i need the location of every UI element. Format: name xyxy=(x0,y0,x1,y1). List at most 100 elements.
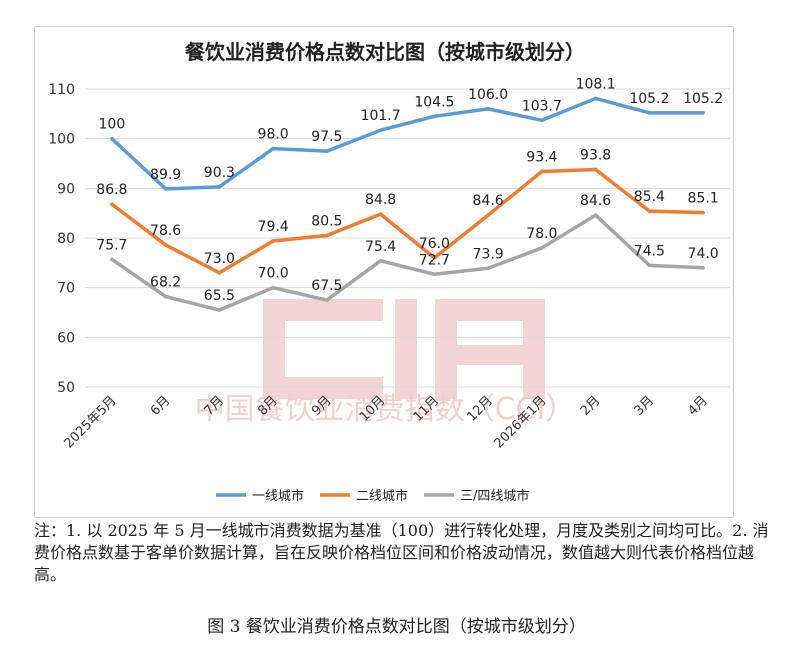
data-point xyxy=(325,298,329,302)
data-label: 90.3 xyxy=(204,165,235,181)
data-label: 108.1 xyxy=(576,76,616,92)
y-tick-label: 50 xyxy=(57,380,75,396)
data-point xyxy=(540,246,544,250)
series-line-1 xyxy=(110,96,704,191)
chart-frame: 中国餐饮业消费指数（CCI） 50 60 70 80 90 100 110 2025年5月 6… xyxy=(34,26,734,518)
data-label: 98.0 xyxy=(258,127,289,143)
data-point xyxy=(110,202,114,207)
data-point xyxy=(271,285,275,290)
data-label: 105.2 xyxy=(629,91,669,107)
line-chart: 中国餐饮业消费指数（CCI） 50 60 70 80 90 100 110 2025年5月 6… xyxy=(48,40,730,504)
data-label: 74.0 xyxy=(688,246,719,262)
data-point xyxy=(593,213,598,217)
data-point xyxy=(217,185,222,189)
data-label: 93.4 xyxy=(526,149,557,165)
data-label: 68.2 xyxy=(150,275,181,291)
data-point xyxy=(432,272,437,277)
data-point xyxy=(378,259,383,263)
data-point xyxy=(163,187,168,191)
data-point xyxy=(540,118,544,123)
series-line-2 xyxy=(110,167,704,275)
data-point xyxy=(378,128,383,133)
data-label: 86.8 xyxy=(96,182,127,198)
data-label: 75.4 xyxy=(365,239,396,255)
data-point xyxy=(486,107,490,111)
data-label: 89.9 xyxy=(150,167,181,183)
data-point xyxy=(593,96,598,101)
data-label: 84.6 xyxy=(580,193,611,209)
series-line-3 xyxy=(110,213,704,312)
x-tick-label: 6月 xyxy=(148,393,174,419)
y-tick-label: 60 xyxy=(57,330,75,346)
data-point xyxy=(701,210,705,215)
data-label: 74.5 xyxy=(634,243,665,259)
legend-label: 一线城市 xyxy=(252,488,304,504)
data-label: 93.8 xyxy=(580,147,611,163)
data-point xyxy=(271,146,275,151)
watermark-text: 中国餐饮业消费指数（CCI） xyxy=(195,392,576,427)
data-point xyxy=(647,111,652,115)
chart-title: 餐饮业消费价格点数对比图（按城市级划分） xyxy=(185,40,585,64)
data-point xyxy=(701,111,705,115)
data-label: 101.7 xyxy=(361,108,401,124)
y-tick-label: 110 xyxy=(48,82,75,98)
watermark: 中国餐饮业消费指数（CCI） xyxy=(195,299,576,427)
y-tick-label: 90 xyxy=(57,181,75,197)
data-point xyxy=(110,136,114,141)
x-tick-label: 2025年5月 xyxy=(61,393,119,451)
data-point xyxy=(432,114,437,119)
data-point xyxy=(325,149,329,153)
data-point xyxy=(540,169,544,174)
y-axis: 50 60 70 80 90 100 110 xyxy=(48,82,75,396)
data-point xyxy=(217,308,222,312)
x-tick-label: 2月 xyxy=(578,393,604,419)
data-point xyxy=(271,239,275,243)
data-labels: 100 89.9 90.3 98.0 97.5 101.7 104.5 106.0 103.7 1… xyxy=(96,76,723,304)
data-label: 79.4 xyxy=(258,219,289,235)
chart-note: 注：1. 以 2025 年 5 月一线城市消费数据为基准（100）进行转化处理，… xyxy=(34,521,769,584)
data-point xyxy=(432,256,437,260)
data-label: 76.0 xyxy=(419,236,450,252)
data-point xyxy=(486,266,490,271)
data-label: 73.0 xyxy=(204,251,235,267)
data-label: 84.8 xyxy=(365,192,396,208)
data-label: 84.6 xyxy=(473,193,504,209)
y-tick-label: 100 xyxy=(48,132,75,148)
y-tick-label: 80 xyxy=(57,231,75,247)
data-label: 72.7 xyxy=(419,252,450,268)
legend-label: 二线城市 xyxy=(356,488,408,504)
data-point xyxy=(647,263,652,268)
data-label: 70.0 xyxy=(258,266,289,282)
series-group xyxy=(110,96,705,312)
data-label: 85.4 xyxy=(634,189,665,205)
legend-label: 三/四线城市 xyxy=(460,488,529,504)
data-point xyxy=(486,213,490,217)
data-label: 105.2 xyxy=(683,91,723,107)
y-tick-label: 70 xyxy=(57,281,75,297)
data-label: 65.5 xyxy=(204,288,235,304)
data-label: 85.1 xyxy=(688,191,719,207)
data-point xyxy=(110,257,114,262)
data-label: 75.7 xyxy=(96,237,127,253)
data-label: 104.5 xyxy=(414,94,454,110)
x-tick-label: 3月 xyxy=(632,393,658,419)
data-label: 73.9 xyxy=(473,246,504,262)
data-point xyxy=(593,167,598,172)
data-point xyxy=(325,233,329,238)
figure-caption: 图 3 餐饮业消费价格点数对比图（按城市级划分） xyxy=(207,617,586,637)
data-label: 80.5 xyxy=(311,214,342,230)
data-label: 97.5 xyxy=(311,129,342,145)
data-label: 78.6 xyxy=(150,223,181,239)
data-label: 106.0 xyxy=(468,87,508,103)
data-point xyxy=(378,212,383,216)
data-label: 78.0 xyxy=(526,226,557,242)
x-tick-label: 4月 xyxy=(685,393,711,419)
data-label: 67.5 xyxy=(311,278,342,294)
legend: 一线城市 二线城市 三/四线城市 xyxy=(216,488,529,504)
data-label: 103.7 xyxy=(522,98,562,114)
data-label: 100 xyxy=(99,117,126,133)
data-point xyxy=(163,243,168,247)
data-point xyxy=(163,294,168,299)
data-point xyxy=(217,270,222,275)
data-point xyxy=(647,209,652,213)
